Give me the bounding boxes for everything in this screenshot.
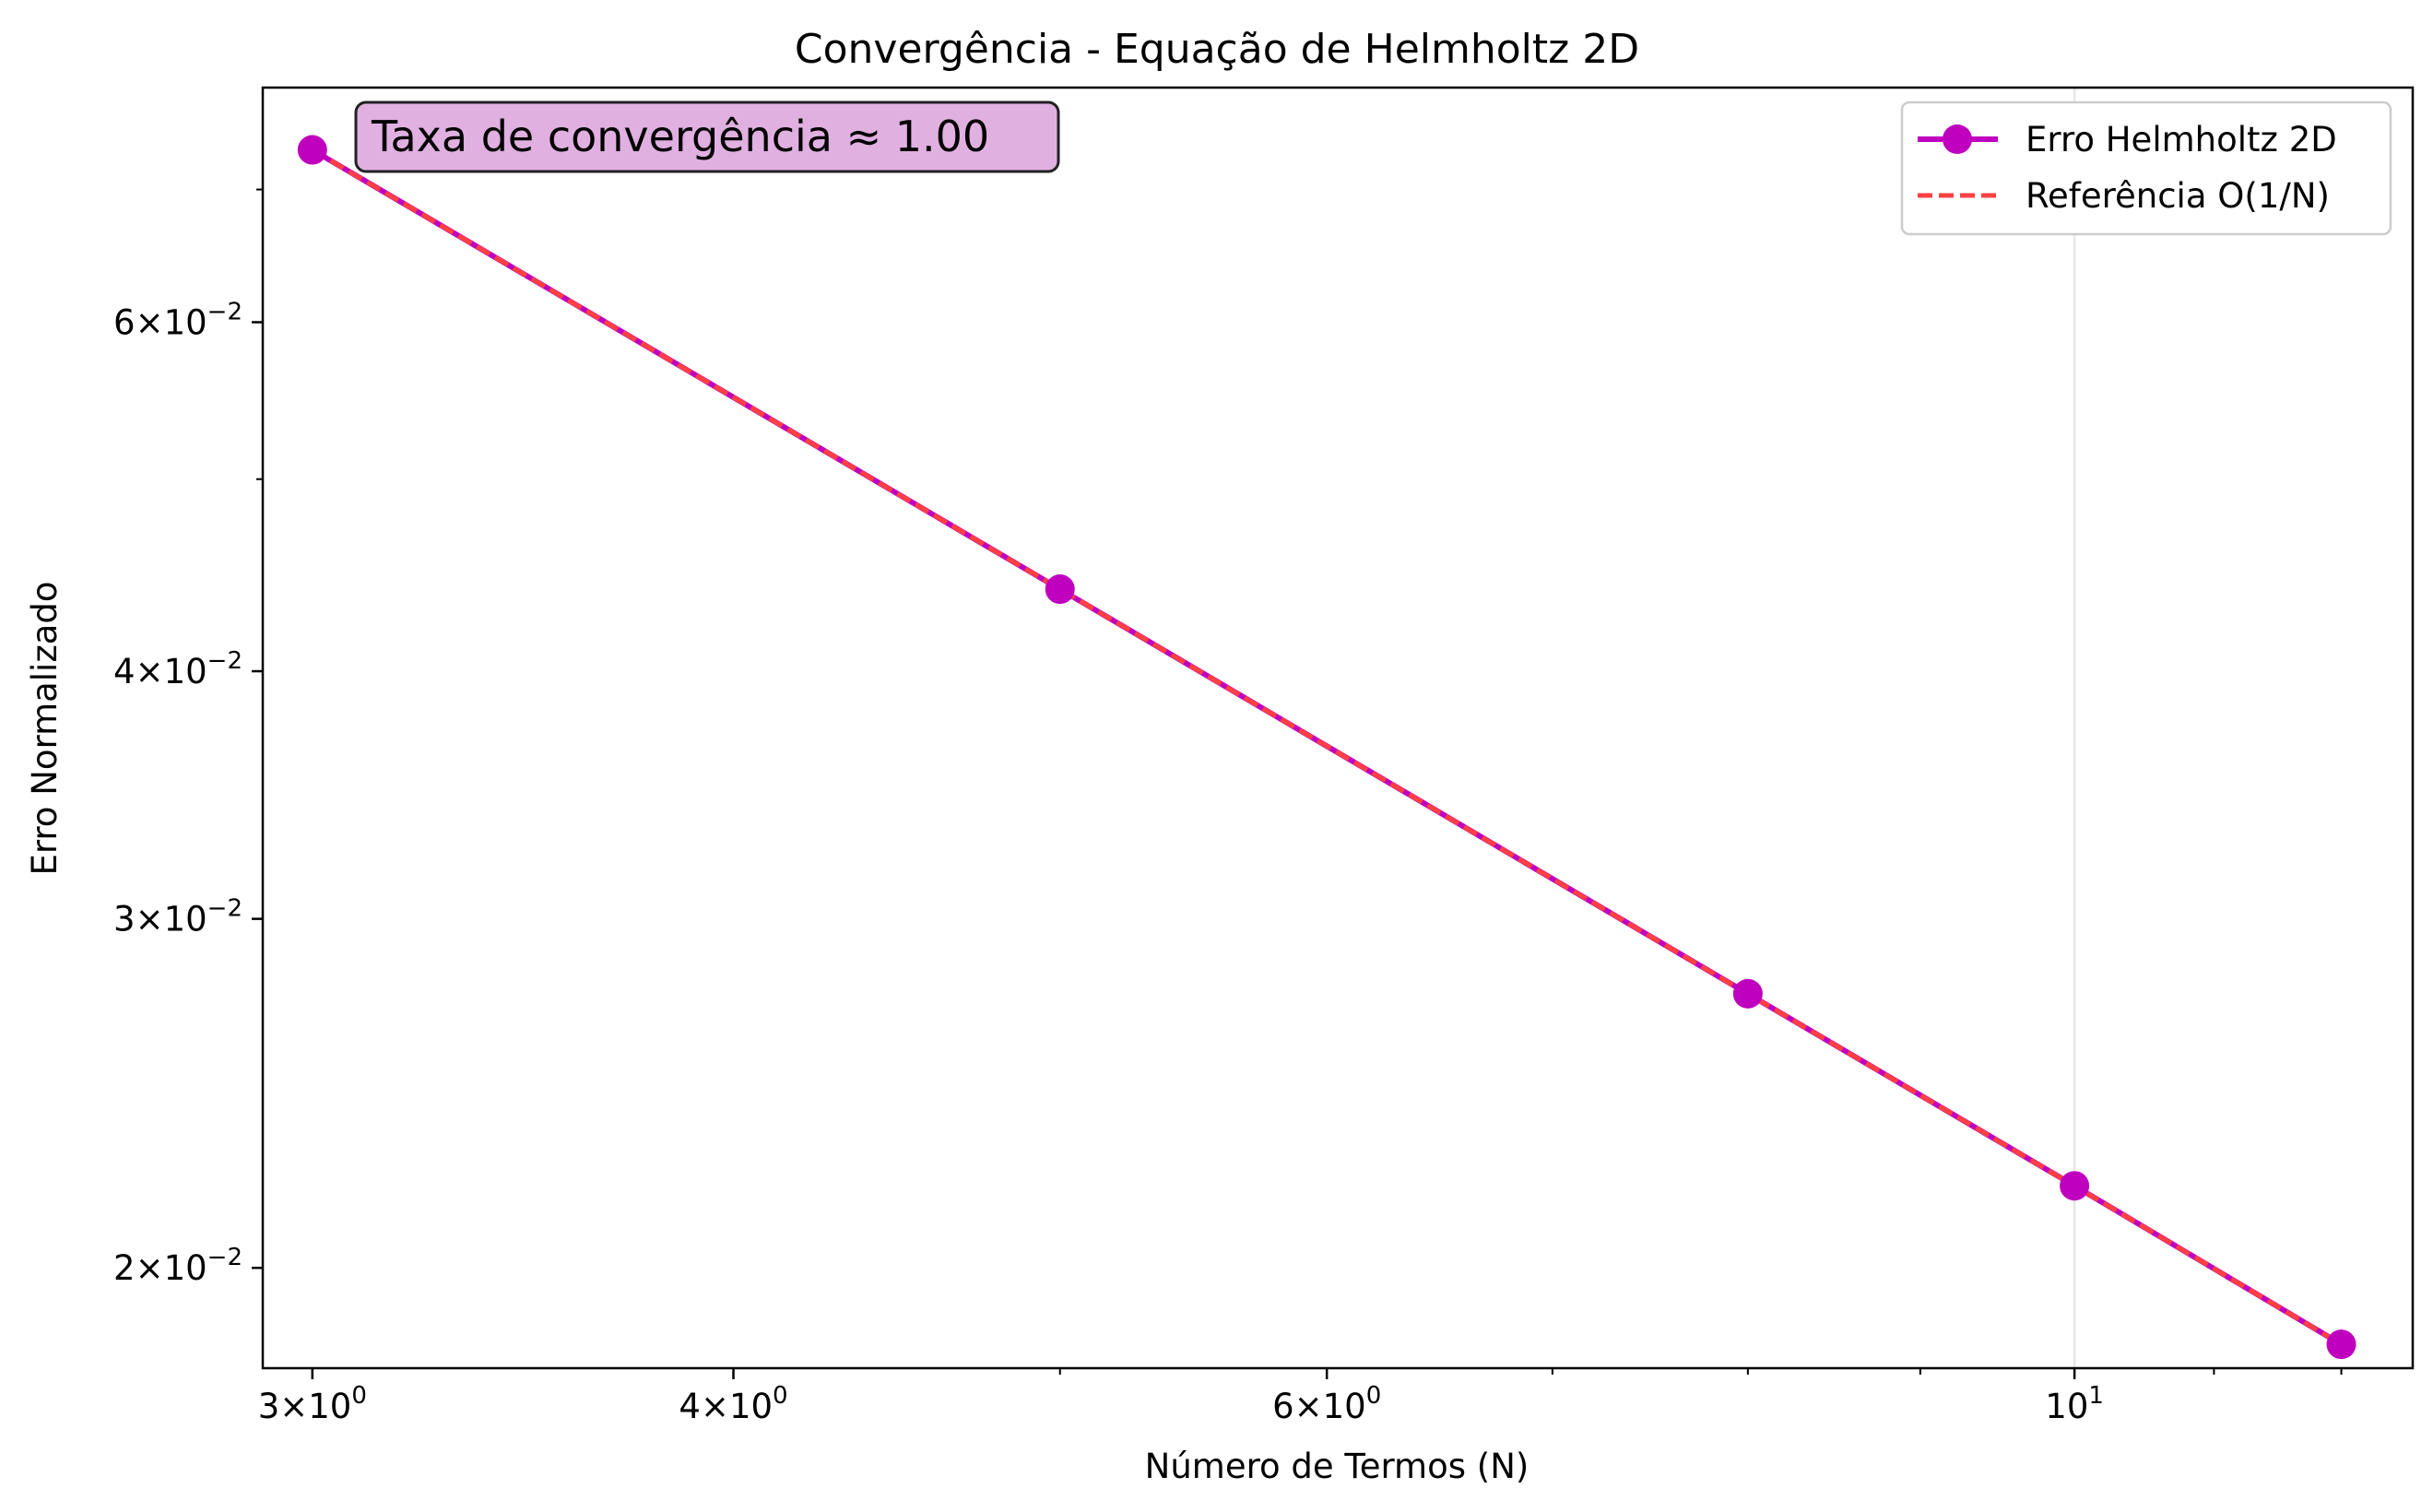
annotation-box xyxy=(354,100,1060,173)
convergence-annotation: Taxa de convergência ≈ 1.00 xyxy=(354,100,1060,173)
x-tick-label: 4×100 xyxy=(679,1382,787,1426)
ticks-layer: 3×100 4×100 6×100 101 2×10−2 3×10−2 4×10−2 6×10… xyxy=(113,188,2343,1426)
annotation-text: Taxa de convergência ≈ 1.00 xyxy=(371,112,989,161)
y-axis-label: Erro Normalizado xyxy=(25,581,65,875)
x-tick-label: 3×100 xyxy=(258,1382,367,1426)
data-point-error xyxy=(1732,978,1763,1009)
x-tick-label: 101 xyxy=(2045,1382,2104,1426)
chart-title: Convergência - Equação de Helmholtz 2D xyxy=(795,26,1639,73)
y-tick-label: 4×10−2 xyxy=(113,647,242,691)
data-point-error xyxy=(2060,1171,2090,1201)
plot-layer xyxy=(297,135,2356,1360)
x-tick-label: 6×100 xyxy=(1272,1382,1381,1426)
x-axis-label: Número de Termos (N) xyxy=(1145,1447,1529,1486)
series-line-reference xyxy=(311,148,2343,1347)
legend-box xyxy=(1900,100,2392,236)
legend-label-error: Erro Helmholtz 2D xyxy=(2026,120,2337,159)
data-point-error xyxy=(2326,1329,2356,1360)
y-tick-label: 3×10−2 xyxy=(113,895,242,939)
y-tick-label: 2×10−2 xyxy=(113,1244,242,1288)
legend-marker-error xyxy=(1943,124,1972,154)
y-tick-label: 6×10−2 xyxy=(113,298,242,342)
legend: Erro Helmholtz 2D Referência O(1/N) xyxy=(1900,100,2392,236)
data-point-error xyxy=(297,135,327,165)
legend-label-reference: Referência O(1/N) xyxy=(2026,176,2330,216)
plot-frame xyxy=(261,86,2415,1370)
data-point-error xyxy=(1045,574,1075,605)
